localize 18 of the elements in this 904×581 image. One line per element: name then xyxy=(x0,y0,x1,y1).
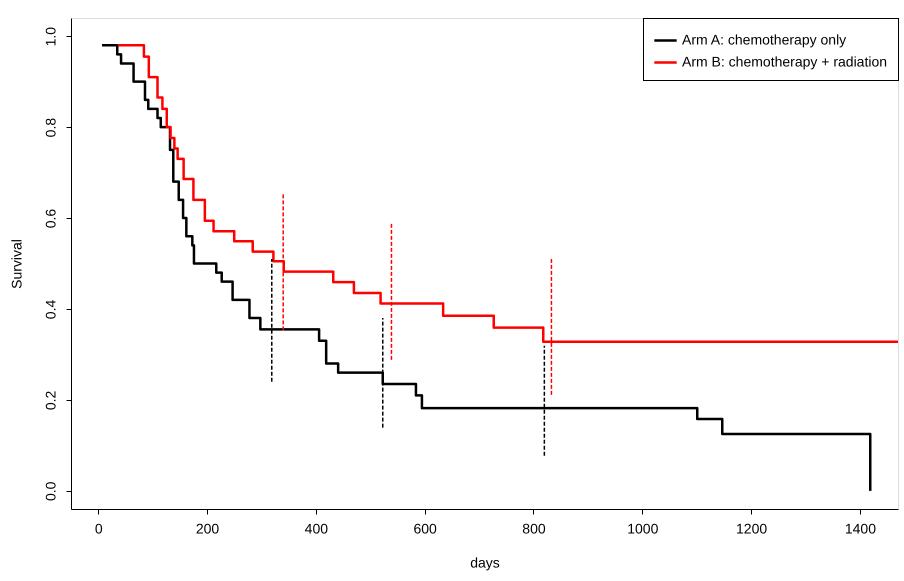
x-tick-label: 1000 xyxy=(627,520,659,536)
y-tick-label: 1.0 xyxy=(42,26,58,46)
y-tick-label: 0.2 xyxy=(42,390,58,410)
x-tick-label: 1200 xyxy=(736,520,768,536)
x-tick-label: 600 xyxy=(413,520,438,536)
legend-label: Arm A: chemotherapy only xyxy=(682,32,846,48)
y-axis-title: Survival xyxy=(8,239,24,289)
y-tick-label: 0.6 xyxy=(42,208,58,228)
y-tick-label: 0.8 xyxy=(42,118,58,138)
y-tick-label: 0.4 xyxy=(42,300,58,320)
x-tick-label: 800 xyxy=(522,520,546,536)
y-tick-label: 0.0 xyxy=(42,481,58,502)
x-axis-title: days xyxy=(470,554,500,570)
x-tick-label: 0 xyxy=(94,520,103,536)
x-tick-label: 200 xyxy=(196,520,220,536)
x-tick-label: 400 xyxy=(304,520,328,536)
x-tick-label: 1400 xyxy=(844,520,876,536)
legend-label: Arm B: chemotherapy + radiation xyxy=(682,54,888,70)
